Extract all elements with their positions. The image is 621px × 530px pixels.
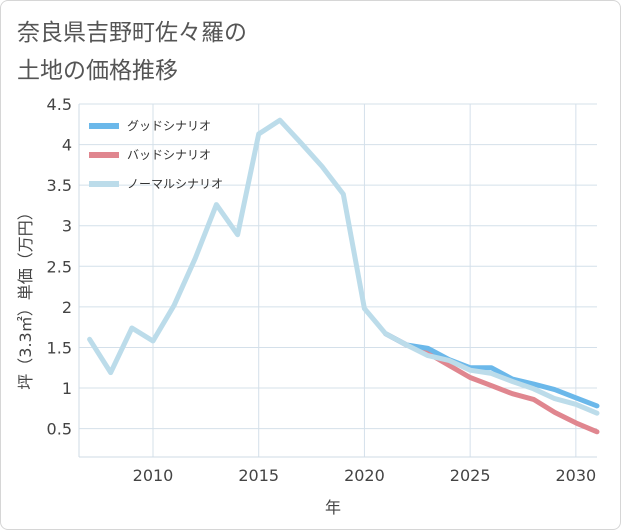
x-tick-label: 2020 bbox=[344, 466, 385, 485]
series-line-0 bbox=[383, 331, 600, 409]
legend-label: バッドシナリオ bbox=[127, 148, 211, 162]
y-tick-label: 4 bbox=[62, 136, 72, 155]
x-tick-label: 2010 bbox=[133, 466, 174, 485]
y-tick-label: 2 bbox=[62, 298, 72, 317]
x-tick-label: 2015 bbox=[238, 466, 279, 485]
chart-title-line-1: 奈良県吉野町佐々羅の bbox=[17, 20, 247, 46]
x-axis-label: 年 bbox=[325, 498, 341, 517]
chart-title: 奈良県吉野町佐々羅の 土地の価格推移 bbox=[17, 14, 247, 90]
plot-area bbox=[79, 104, 597, 457]
y-axis-label: 坪（3.3㎡）単価（万円） bbox=[16, 204, 35, 389]
y-tick-label: 2.5 bbox=[47, 257, 72, 276]
legend-label: グッドシナリオ bbox=[127, 119, 211, 133]
chart-title-line-2: 土地の価格推移 bbox=[17, 58, 178, 84]
series-lines bbox=[87, 117, 600, 435]
y-tick-label: 4.5 bbox=[47, 95, 72, 114]
series-line-2 bbox=[87, 117, 600, 416]
y-tick-label: 3 bbox=[62, 217, 72, 236]
x-tick-label: 2025 bbox=[450, 466, 491, 485]
x-tick-label: 2030 bbox=[555, 466, 596, 485]
tick-labels: 0.5 1 1.5 2 2.5 3 3.5 4 4.5 2010 2015 2020 2025 2030 bbox=[47, 95, 597, 485]
y-tick-label: 1.5 bbox=[47, 338, 72, 357]
y-tick-label: 0.5 bbox=[47, 420, 72, 439]
grid-lines bbox=[78, 103, 597, 458]
y-tick-label: 1 bbox=[62, 379, 72, 398]
y-tick-label: 3.5 bbox=[47, 176, 72, 195]
legend-label: ノーマルシナリオ bbox=[127, 177, 223, 191]
